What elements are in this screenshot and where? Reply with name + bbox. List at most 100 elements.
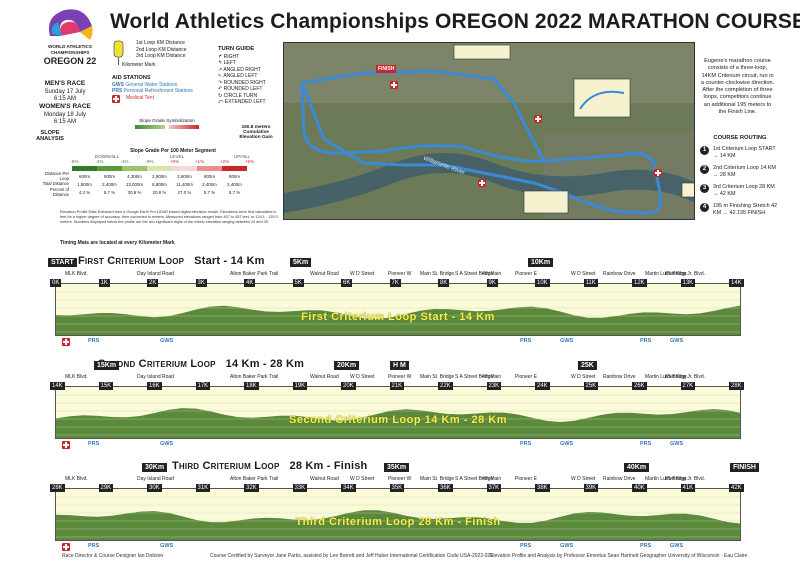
mens-race-title: MEN'S RACE <box>44 80 86 87</box>
uphill-label: UPHILL <box>233 154 251 159</box>
turn-item-right: ↱ RIGHT <box>218 53 240 60</box>
aid-station-tag: GWS <box>670 441 684 447</box>
street-label: Martin Luther King Jr. Blvd. <box>645 271 706 277</box>
km-callout-flag: 10Km <box>528 258 554 267</box>
street-label: S A Street Bridge <box>455 476 494 482</box>
street-label: S A Street Bridge <box>455 374 494 380</box>
routing-item-4: 4 195 m Finishing Stretch 42 KM → 42.195 … <box>700 203 780 217</box>
slope-table-cell: 4,300m <box>127 174 142 180</box>
km-mark-box: 28K <box>729 382 744 390</box>
course-map: FINISH Willamette River <box>283 42 695 220</box>
medical-label: Medical Tent <box>126 95 154 102</box>
street-label: Pioneer E <box>515 476 537 482</box>
km-mark-box: 4K <box>244 279 256 287</box>
slope-header-cell: -5% <box>70 159 79 164</box>
loop-title: Second Criterium Loop 14 Km - 28 Km <box>98 358 304 370</box>
km-mark-box: 40K <box>632 484 647 492</box>
street-label: I-5 Bridge <box>665 271 687 277</box>
street-label: MLK Blvd. <box>65 476 88 482</box>
slope-table-cell: 5.7 % <box>228 190 241 196</box>
slope-table-cell: 13,000m <box>125 182 144 188</box>
elevation-area <box>56 510 740 540</box>
aid-station-tag: PRS <box>640 338 652 344</box>
loop-title: Third Criterium Loop 28 Km - Finish <box>172 460 367 472</box>
street-label: Main St. Bridge <box>420 476 455 482</box>
routing-item-3: 3 3rd Criterium Loop 28 KM → 42 KM <box>700 184 780 198</box>
mens-race-time: 6:15 AM <box>53 96 76 102</box>
turn-item-left: ↰ LEFT <box>218 60 236 66</box>
km-mark-box: 31K <box>195 484 211 492</box>
elevation-gain: 150.8 meters Cumulative Elevation Gain <box>239 125 273 140</box>
km-callout-flag: FINISH <box>730 463 759 472</box>
logo-line-3: OREGON 22 <box>43 56 97 66</box>
street-label: Pioneer W <box>388 374 412 380</box>
km-mark-box: 26K <box>632 382 647 390</box>
street-label: Day Island Road <box>137 271 174 277</box>
km-mark-box: 20K <box>341 382 356 390</box>
slope-table-cell: 5.7 % <box>103 190 116 196</box>
slope-grade-swatch <box>72 166 97 171</box>
loop-title-prefix: Third Criterium Loop <box>172 460 280 472</box>
gws-label: General Water Stations <box>125 81 178 88</box>
elevation-note: Elevation Profile Data Extracted from a … <box>60 210 278 224</box>
slope-table-cell: 4.3 % <box>78 190 91 196</box>
km-mark-box: 19K <box>292 382 308 390</box>
km-mark-box: 27K <box>680 382 696 390</box>
womens-race-date: Monday 18 July <box>43 111 87 118</box>
elevation-area <box>56 305 740 335</box>
level-label: LEVEL <box>169 154 185 159</box>
km-mark-box: 14K <box>50 382 65 390</box>
street-label: W D Street <box>571 374 596 380</box>
championships-logo: WORLD ATHLETICS CHAMPIONSHIPS OREGON 22 <box>40 6 100 74</box>
km-callout-flag: START <box>48 258 77 267</box>
km-callout-flag: 40Km <box>624 463 650 472</box>
km-callout-flag: 30Km <box>142 463 168 472</box>
aid-station-tag: PRS <box>520 338 532 344</box>
loop-title-suffix: Start - 14 Km <box>194 255 265 267</box>
km-marker-icon <box>113 40 124 65</box>
km-mark-box: 7K <box>389 279 401 287</box>
km-callout-flag: 5Km <box>290 258 312 267</box>
km-mark-box: 34K <box>341 484 356 492</box>
km-mark-box: 37K <box>486 484 502 492</box>
km-mark-box: 28K <box>50 484 65 492</box>
elevation-profile-graphic <box>56 291 740 335</box>
street-label: Day Island Road <box>137 476 174 482</box>
street-label: 4th Main <box>482 271 502 277</box>
map-medical-icon <box>654 169 662 177</box>
km-mark-box: 41K <box>680 484 696 492</box>
slope-row-label: Distance Per Loop <box>45 171 69 181</box>
street-label: Walnut Road <box>310 374 339 380</box>
street-label: Alton Baker Park Trail <box>230 271 279 277</box>
slope-table-cell: 800m <box>104 174 115 180</box>
slope-table-cell: 800m <box>229 174 240 180</box>
turn-item-circle-turn: ↻ CIRCLE TURN <box>218 92 258 99</box>
slope-row-label: Total Distance <box>42 181 69 187</box>
map-medical-icon <box>478 179 486 187</box>
km-mark-box: 29K <box>98 484 114 492</box>
street-label: W D Street <box>571 476 596 482</box>
turn-item-rounded-right: ↷ ROUNDED RIGHT <box>218 79 266 86</box>
turn-guide-title: TURN GUIDE <box>218 46 255 52</box>
slope-table-row: Distance Per Loop 600m 800m 4,300m 2,900m 3,8… <box>38 171 278 181</box>
aid-stations-legend: AID STATIONS GWS General Water Stations … <box>112 75 222 103</box>
slope-header-cell: -0% <box>145 159 154 164</box>
aid-station-tag: GWS <box>560 338 574 344</box>
km-mark-box: 1K <box>98 279 110 287</box>
street-label: Day Island Road <box>137 374 174 380</box>
street-label: 4th Main <box>482 374 502 380</box>
mens-race-date: Sunday 17 July <box>44 88 86 95</box>
slope-table-cell: 30.8 % <box>127 190 142 196</box>
downhill-label: DOWNHILL <box>94 154 120 159</box>
slope-grade-swatch <box>122 166 147 171</box>
aid-station-tag: GWS <box>560 543 574 549</box>
km-mark-box: 35K <box>389 484 405 492</box>
street-label: Martin Luther King Jr. Blvd. <box>645 374 706 380</box>
footer-certified: Course Certified by Surveyor Jane Parks,… <box>210 553 494 559</box>
aid-station-tag: PRS <box>640 543 652 549</box>
street-label: Pioneer W <box>388 476 412 482</box>
km-callout-flag: 25K <box>578 361 597 370</box>
aid-station-tag: PRS <box>520 441 532 447</box>
elevation-profile-graphic <box>56 496 740 540</box>
strip-loop-label: Third Criterium Loop 28 Km - Finish <box>295 516 501 528</box>
